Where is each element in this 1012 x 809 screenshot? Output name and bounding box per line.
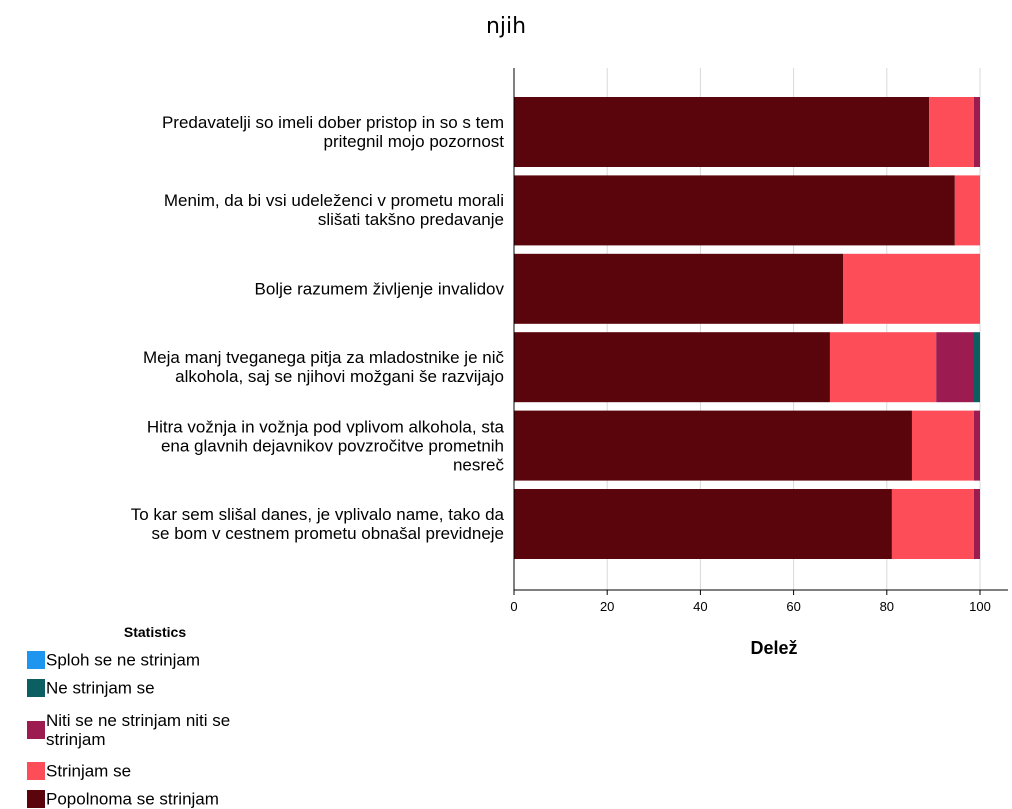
legend-label: Niti se ne strinjam niti se strinjam [46, 711, 231, 749]
bar-segment [829, 332, 937, 403]
bar-segment [891, 489, 974, 559]
y-tick-label: Predavatelji so imeli dober pristop in s… [161, 113, 504, 151]
bar-segment [973, 410, 980, 481]
y-tick-label: Bolje razumem življenje invalidov [254, 279, 504, 299]
bar-segment [514, 489, 892, 559]
legend-swatch [27, 679, 45, 697]
bar-segment [514, 410, 912, 481]
legend-swatch [27, 762, 45, 780]
bar-segment [936, 332, 974, 403]
legend-label: Strinjam se [46, 761, 132, 781]
legend-swatch [27, 790, 45, 808]
bar-segment [973, 332, 980, 403]
legend-label: Ne strinjam se [46, 678, 155, 698]
bar-segment [514, 97, 930, 167]
x-tick-label: 80 [880, 599, 894, 614]
y-tick-label: Menim, da bi vsi udeleženci v prometu mo… [163, 191, 504, 230]
y-tick-label: Meja manj tveganega pitja za mladostnike… [143, 348, 504, 387]
bar-segment [514, 253, 843, 324]
bar-segment [929, 97, 974, 167]
bar-segment [514, 175, 955, 246]
y-tick-label: To kar sem slišal danes, je vplivalo nam… [130, 505, 504, 543]
bar-segment [954, 175, 980, 246]
legend-title: Statistics [123, 624, 187, 640]
x-tick-label: 0 [510, 599, 517, 614]
legend-label: Popolnoma se strinjam [46, 789, 219, 809]
bar-segment [973, 97, 980, 167]
bar-segment [973, 489, 980, 559]
bar-segment [514, 332, 830, 403]
x-tick-label: 100 [969, 599, 991, 614]
x-tick-label: 20 [600, 599, 614, 614]
legend-swatch [27, 721, 45, 739]
legend-label: Sploh se ne strinjam [46, 650, 201, 670]
chart-title: njih [485, 14, 527, 39]
y-tick-label: Hitra vožnja in vožnja pod vplivom alkoh… [146, 417, 504, 475]
x-tick-label: 60 [786, 599, 800, 614]
x-tick-label: 40 [693, 599, 707, 614]
x-axis-label: Delež [750, 638, 798, 658]
bar-segment [911, 410, 974, 481]
legend-swatch [27, 651, 45, 669]
bar-segment [842, 253, 980, 324]
